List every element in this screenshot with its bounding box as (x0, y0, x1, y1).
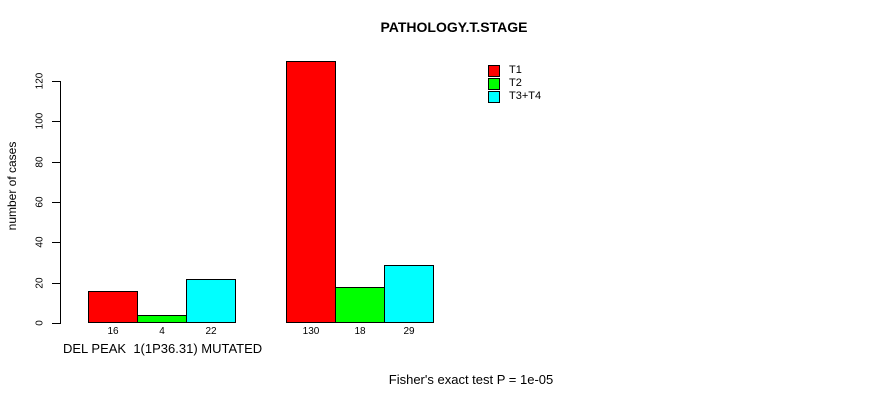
bar-t3t4-group1 (186, 279, 236, 323)
bar-t3t4-group2 (384, 265, 434, 323)
legend-label: T3+T4 (509, 90, 542, 102)
y-tick-label-80: 80 (34, 156, 46, 168)
bar-count-label-group2-3: 29 (403, 326, 415, 337)
y-axis-line (60, 81, 61, 324)
y-tick-label-60: 60 (34, 196, 46, 208)
bar-count-label-group1-1: 16 (107, 326, 119, 337)
y-tick-mark-80 (52, 162, 60, 163)
legend-row-t3t4: T3+T4 (488, 90, 541, 103)
legend-label: T1 (509, 64, 522, 76)
legend: T1 T2 T3+T4 (488, 64, 541, 103)
legend-label: T2 (509, 77, 522, 89)
y-tick-label-120: 120 (34, 72, 46, 90)
y-tick-mark-20 (52, 283, 60, 284)
bar-t1-group1 (88, 291, 138, 323)
bar-count-label-group1-2: 4 (159, 326, 165, 337)
bar-t1-group2 (286, 61, 336, 323)
legend-swatch-icon (488, 90, 500, 103)
y-axis-label: number of cases (5, 141, 19, 231)
bar-count-label-group2-1: 130 (302, 326, 320, 337)
legend-row-t1: T1 (488, 64, 541, 77)
legend-swatch-icon (488, 77, 500, 90)
y-tick-label-40: 40 (34, 236, 46, 248)
chart-title: PATHOLOGY.T.STAGE (380, 19, 528, 35)
bar-t2-group1 (137, 315, 187, 323)
y-tick-label-20: 20 (34, 277, 46, 289)
y-tick-mark-40 (52, 242, 60, 243)
legend-row-t2: T2 (488, 77, 541, 90)
y-tick-label-0: 0 (34, 320, 46, 326)
group1-axis-label: DEL PEAK 1(1P36.31) MUTATED (63, 341, 263, 356)
legend-swatch-icon (488, 64, 500, 77)
bar-t2-group2 (335, 287, 385, 323)
y-tick-mark-0 (52, 323, 60, 324)
bar-count-label-group2-2: 18 (354, 326, 366, 337)
y-tick-label-100: 100 (34, 112, 46, 130)
y-tick-mark-60 (52, 202, 60, 203)
y-tick-mark-100 (52, 121, 60, 122)
y-tick-mark-120 (52, 81, 60, 82)
fisher-test-annotation: Fisher's exact test P = 1e-05 (388, 372, 554, 387)
bar-count-label-group1-3: 22 (205, 326, 217, 337)
